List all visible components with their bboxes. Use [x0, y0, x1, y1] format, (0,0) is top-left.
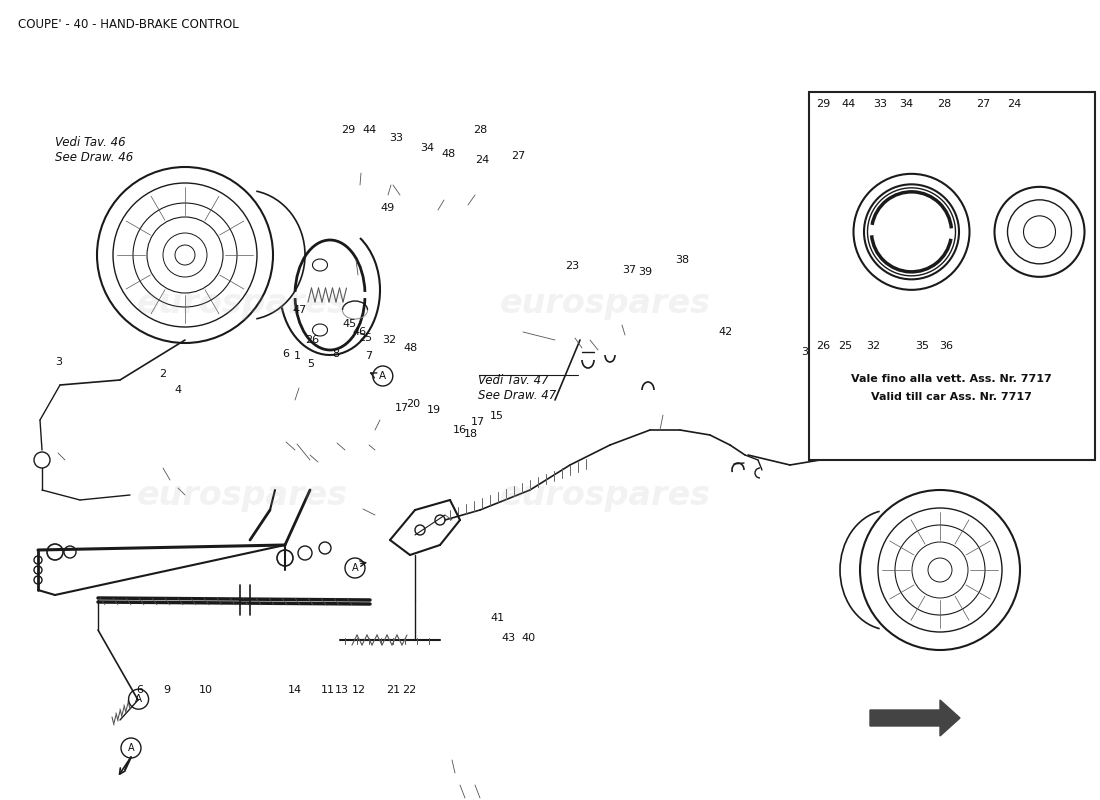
Text: 3: 3 [55, 358, 62, 367]
Text: 33: 33 [873, 99, 887, 109]
Text: 9: 9 [164, 685, 170, 694]
Text: COUPE' - 40 - HAND-BRAKE CONTROL: COUPE' - 40 - HAND-BRAKE CONTROL [18, 18, 239, 31]
Text: 14: 14 [288, 685, 301, 694]
Text: 22: 22 [403, 685, 416, 694]
Text: 25: 25 [359, 333, 372, 342]
Text: 1: 1 [294, 351, 300, 361]
Text: 26: 26 [306, 335, 319, 345]
Text: 23: 23 [565, 261, 579, 270]
Text: 6: 6 [136, 685, 143, 694]
Text: eurospares: eurospares [499, 479, 711, 513]
Text: 35: 35 [915, 341, 928, 350]
Text: 36: 36 [906, 339, 920, 349]
Text: 6: 6 [283, 349, 289, 358]
Text: 31: 31 [832, 266, 845, 275]
Text: 49: 49 [381, 203, 394, 213]
Text: 33: 33 [389, 134, 403, 143]
Text: A: A [379, 371, 386, 381]
Text: 13: 13 [336, 685, 349, 694]
Text: 36: 36 [939, 341, 953, 350]
Text: 42: 42 [719, 327, 733, 337]
Text: 41: 41 [491, 614, 504, 623]
Text: 26: 26 [816, 341, 829, 350]
Text: Vedi Tav. 46
See Draw. 46: Vedi Tav. 46 See Draw. 46 [55, 136, 133, 164]
Text: 38: 38 [675, 255, 689, 265]
Text: A: A [135, 694, 142, 704]
Text: 32: 32 [383, 335, 396, 345]
Text: 24: 24 [475, 155, 488, 165]
Text: 2: 2 [160, 370, 166, 379]
Text: 29: 29 [342, 126, 355, 135]
Text: 11: 11 [321, 685, 334, 694]
Text: 15: 15 [491, 411, 504, 421]
Text: 17: 17 [395, 403, 408, 413]
Text: Vedi Tav. 47
See Draw. 47: Vedi Tav. 47 See Draw. 47 [478, 374, 557, 402]
Text: 28: 28 [474, 126, 487, 135]
Text: 8: 8 [332, 350, 339, 359]
Text: 12: 12 [352, 685, 365, 694]
Bar [808, 92, 1094, 460]
Text: 30: 30 [832, 247, 845, 257]
Text: 37: 37 [623, 266, 636, 275]
Text: 5: 5 [307, 359, 314, 369]
Text: 32: 32 [867, 341, 880, 350]
Text: 47: 47 [293, 306, 306, 315]
Text: 39: 39 [821, 347, 834, 357]
Text: Valid till car Ass. Nr. 7717: Valid till car Ass. Nr. 7717 [871, 392, 1032, 402]
Text: 19: 19 [427, 406, 440, 415]
Text: 45: 45 [343, 319, 356, 329]
Text: 7: 7 [365, 351, 372, 361]
Text: 20: 20 [407, 399, 420, 409]
Text: 44: 44 [842, 99, 855, 109]
Text: 18: 18 [464, 430, 477, 439]
Text: 27: 27 [512, 151, 525, 161]
Text: 25: 25 [838, 341, 851, 350]
Text: eurospares: eurospares [136, 287, 348, 321]
Text: 37: 37 [802, 347, 815, 357]
Text: 44: 44 [363, 126, 376, 135]
Text: 43: 43 [502, 634, 515, 643]
Text: 46: 46 [353, 327, 366, 337]
Text: 40: 40 [521, 634, 535, 643]
Text: 24: 24 [1008, 99, 1021, 109]
Polygon shape [870, 700, 960, 736]
Text: eurospares: eurospares [136, 479, 348, 513]
Text: 4: 4 [175, 386, 182, 395]
Text: 17: 17 [471, 418, 484, 427]
Text: 29: 29 [816, 99, 829, 109]
Text: 10: 10 [199, 685, 212, 694]
Text: 27: 27 [977, 99, 990, 109]
Text: Vale fino alla vett. Ass. Nr. 7717: Vale fino alla vett. Ass. Nr. 7717 [851, 374, 1052, 384]
Text: eurospares: eurospares [499, 287, 711, 321]
Text: A: A [128, 743, 134, 753]
Text: 35: 35 [882, 339, 895, 349]
Text: 48: 48 [442, 149, 455, 158]
Text: 48: 48 [404, 343, 417, 353]
Text: A: A [352, 563, 359, 573]
Text: 34: 34 [900, 99, 913, 109]
Text: 16: 16 [453, 425, 466, 434]
Text: 21: 21 [386, 685, 399, 694]
Text: 39: 39 [639, 267, 652, 277]
Text: 28: 28 [937, 99, 950, 109]
Text: 34: 34 [420, 143, 433, 153]
